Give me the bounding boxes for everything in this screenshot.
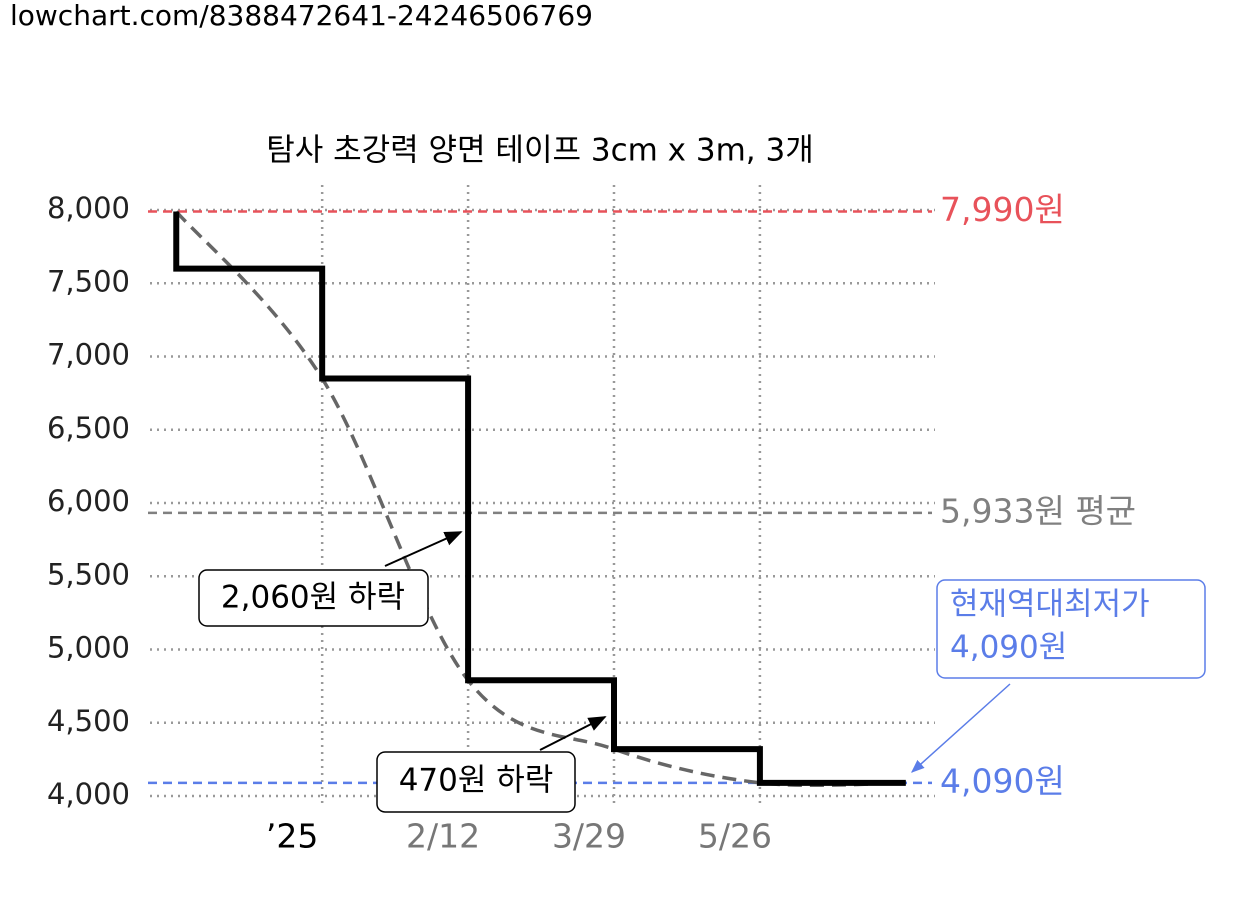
x-tick-label: 5/26 [698,817,772,856]
y-tick-label: 7,000 [47,338,130,372]
annotation-text: 현재역대최저가 [950,587,1150,623]
annotation-text: 4,090원 [950,630,1067,666]
reference-label: 5,933원 평균 [940,491,1136,530]
reference-label: 4,090원 [940,761,1065,800]
y-tick-label: 4,500 [47,704,130,738]
y-tick-label: 5,000 [47,631,130,665]
y-tick-label: 6,500 [47,411,130,445]
source-url: lowchart.com/8388472641-24246506769 [10,0,593,32]
chart-title: 탐사 초강력 양면 테이프 3cm x 3m, 3개 [266,133,814,169]
annotation-box [936,579,1206,679]
y-tick-label: 5,500 [47,557,130,591]
reference-label: 7,990원 [940,190,1065,229]
annotation-text: 2,060원 하락 [221,580,405,616]
annotation-box [198,569,429,627]
annotation-text: 470원 하락 [399,763,554,799]
y-tick-label: 6,000 [47,484,130,518]
x-tick-label: ’25 [266,817,318,856]
y-tick-label: 8,000 [47,191,130,225]
x-tick-label: 3/29 [552,817,626,856]
trend-line [174,210,906,788]
annotation-arrow [384,531,463,567]
annotation-box [376,751,576,813]
annotation-arrow [539,716,607,751]
x-tick-label: 2/12 [406,817,480,856]
annotation-arrow [910,683,1011,773]
y-tick-label: 7,500 [47,264,130,298]
price-line [173,211,906,786]
y-tick-label: 4,000 [47,777,130,811]
